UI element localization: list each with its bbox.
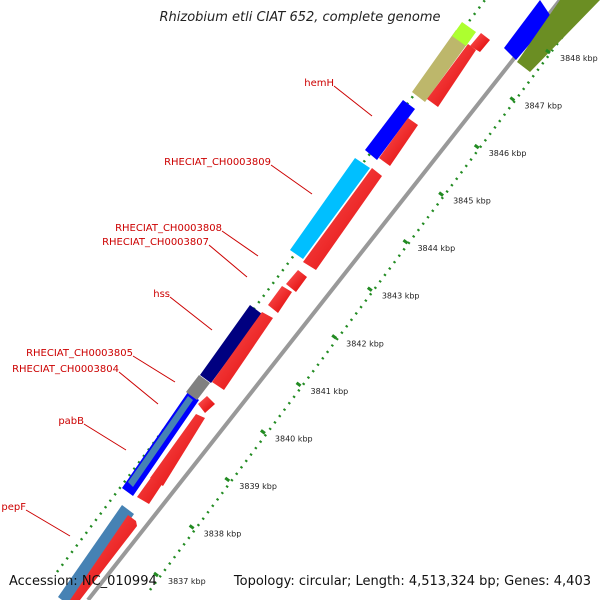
tick-label: 3837 kbp [168,577,206,586]
tick-mark [224,476,231,483]
tick-label: 3848 kbp [560,54,598,63]
cds-arrow[interactable] [268,286,292,313]
forward-strand-genes [70,33,490,600]
gene-label: pepF [1,502,26,513]
tick-mark [545,48,551,55]
genome-backbone [86,0,562,600]
gene-unnamed-khaki[interactable] [412,30,470,102]
tick-label: 3840 kbp [275,434,313,443]
tick-mark [473,143,480,150]
gene-pabb-inner [128,396,193,487]
reverse-strand-genes [58,0,600,600]
cds-arrow[interactable] [303,168,382,270]
gene-label: pabB [58,416,84,427]
tick-mark [402,238,409,245]
tick-label: 3841 kbp [311,387,349,396]
gene-label: RHECIAT_CH0003804 [12,364,119,375]
tick-mark [153,571,159,578]
cds-arrow[interactable] [198,396,215,413]
gene-pepf[interactable] [58,505,134,600]
tick-mark [188,524,195,530]
gene-label: RHECIAT_CH0003807 [102,237,209,248]
tick-label: 3847 kbp [524,102,562,111]
cds-arrow[interactable] [470,33,490,52]
accession-text: Accession: NC_010994 [9,574,157,589]
cds-arrow[interactable] [427,44,476,107]
tick-label: 3839 kbp [239,482,277,491]
gene-label: RHECIAT_CH0003805 [26,348,133,359]
gene-rheciat-ch0003808[interactable] [290,158,370,259]
tick-mark [438,191,444,197]
gene-labels: hemH RHECIAT_CH0003809 RHECIAT_CH0003808 RH… [1,78,334,513]
gene-label: hss [153,289,170,300]
tick-mark [509,96,516,102]
gene-hemh[interactable] [365,100,415,160]
gene-unnamed-yellowgreen[interactable] [452,22,476,46]
label-leaders [25,85,373,537]
scale-ticks: 3837 kbp 3838 kbp 3839 kbp 3840 kbp 3841 kbp… [153,48,598,586]
gene-hss[interactable] [200,305,262,383]
genome-title: Rhizobium etli CIAT 652, complete genome [159,10,441,25]
tick-label: 3842 kbp [346,339,384,348]
tick-label: 3844 kbp [417,244,455,253]
tick-mark [366,286,373,292]
cds-arrow[interactable] [150,414,205,486]
gene-unnamed-olive-top[interactable] [517,0,600,72]
gene-unnamed-blue-top[interactable] [504,0,552,60]
gene-rheciat-ch0003804[interactable] [186,375,210,400]
tick-label: 3845 kbp [453,197,491,206]
tick-label: 3843 kbp [382,292,420,301]
scale-guide-dots [148,0,592,591]
cds-arrow[interactable] [70,515,137,600]
tick-label: 3838 kbp [204,529,242,538]
tick-mark [260,429,266,435]
topology-text: Topology: circular; Length: 4,513,324 bp… [233,574,591,589]
tick-mark [295,381,302,388]
gene-label: RHECIAT_CH0003809 [164,157,271,168]
cds-arrow[interactable] [286,270,307,292]
cds-arrow[interactable] [379,118,418,166]
tick-mark [331,334,338,340]
tick-label: 3846 kbp [489,149,527,158]
cds-arrow[interactable] [212,312,273,390]
gene-label: RHECIAT_CH0003808 [115,223,222,234]
gene-label: hemH [304,78,334,89]
